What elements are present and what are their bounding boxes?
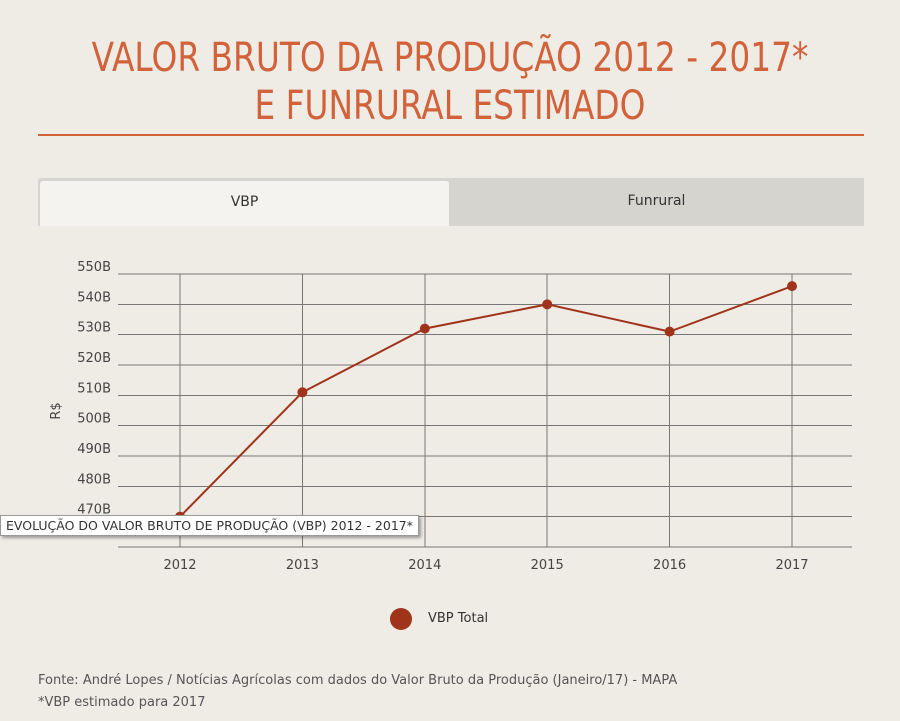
y-tick-label: 500B [77,412,111,427]
y-tick-label: 480B [77,472,111,487]
tab-funrural[interactable]: Funrural [449,178,864,226]
chart-title: VALOR BRUTO DA PRODUÇÃO 2012 - 2017* E F… [81,34,819,130]
title-line-1: VALOR BRUTO DA PRODUÇÃO 2012 - 2017* [91,35,809,81]
legend-marker-icon [390,608,412,630]
footer: Fonte: André Lopes / Notícias Agrícolas … [38,670,677,714]
x-tick-label: 2015 [531,558,564,573]
line-chart: 550B 540B 530B 520B 510B 500B 490B 480B 470B 2012… [49,260,852,573]
data-point [297,387,308,398]
y-axis-title: R$ [49,402,64,419]
series-line [179,285,793,518]
data-point [664,326,675,337]
x-tick-label: 2016 [653,558,686,573]
y-tick-label: 520B [77,351,111,366]
title-line-2: E FUNRURAL ESTIMADO [254,83,646,129]
x-tick-label: 2013 [286,558,319,573]
data-point [787,281,797,292]
source-note: Fonte: André Lopes / Notícias Agrícolas … [38,673,678,688]
y-tick-label: 540B [77,290,111,305]
y-tick-label: 490B [77,442,111,457]
chart-tooltip: EVOLUÇÃO DO VALOR BRUTO DE PRODUÇÃO (VBP… [0,515,419,536]
data-point [542,299,553,310]
y-tick-label: 550B [77,260,111,275]
y-tick-label: 530B [77,321,111,336]
y-tick-label: 470B [77,503,111,518]
x-tick-label: 2017 [775,558,808,573]
data-point [419,323,430,334]
title-divider [38,134,864,136]
tab-vbp[interactable]: VBP [40,181,449,226]
y-tick-label: 510B [77,381,111,396]
tab-bar: VBP Funrural [38,178,864,226]
x-tick-label: 2014 [408,558,441,573]
estimate-note: *VBP estimado para 2017 [38,695,206,710]
legend-label: VBP Total [428,611,489,626]
x-tick-label: 2012 [163,558,196,573]
